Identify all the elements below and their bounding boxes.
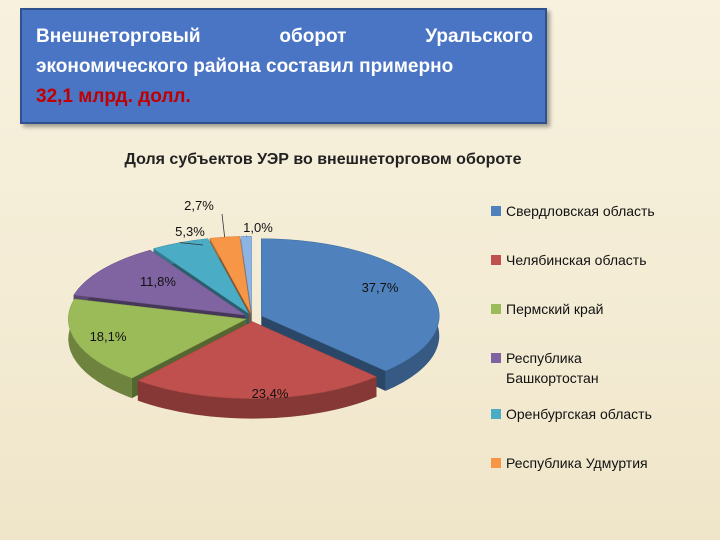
pie-slice xyxy=(261,238,440,372)
legend-swatch xyxy=(491,353,501,363)
pie-slices xyxy=(68,235,440,399)
legend-label: Пермский край xyxy=(506,301,603,317)
legend-swatch xyxy=(491,206,501,216)
legend-swatch xyxy=(491,409,501,419)
data-label: 23,4% xyxy=(252,386,289,401)
header-highlight-total: 32,1 млрд. долл. xyxy=(36,86,191,107)
pie-slice xyxy=(68,298,248,379)
data-label: 11,8% xyxy=(140,274,176,289)
header-box: Внешнеторговый оборот Уральского экономи… xyxy=(20,8,547,124)
header-line-2: экономического района составил примерно xyxy=(36,56,454,77)
legend-swatch xyxy=(491,458,501,468)
legend: Свердловская область Челябинская область П… xyxy=(491,203,655,471)
legend-label: Оренбургская область xyxy=(506,406,652,422)
legend-label: Свердловская область xyxy=(506,203,655,219)
leader-line xyxy=(221,213,226,238)
pie-slice xyxy=(73,249,246,316)
data-labels: 37,7% 23,4% 18,1% 11,8% 5,3% 2,7% 1,0% xyxy=(90,198,399,401)
pie-slice xyxy=(209,236,252,314)
legend-label: Республика Удмуртия xyxy=(506,455,648,471)
data-label: 5,3% xyxy=(175,224,205,239)
legend-swatch xyxy=(491,304,501,314)
chart-title: Доля субъектов УЭР во внешнеторговом обо… xyxy=(125,151,522,168)
data-label: 2,7% xyxy=(184,198,214,213)
pie-slice xyxy=(137,321,378,399)
header-word: оборот xyxy=(279,26,347,47)
leader-lines xyxy=(179,213,248,246)
slice-rim xyxy=(137,376,377,419)
legend-label: Башкортостан xyxy=(506,370,599,386)
header-line-1: Внешнеторговый оборот Уральского xyxy=(36,22,533,52)
header-word: Внешнеторговый xyxy=(36,26,201,47)
legend-swatch xyxy=(491,255,501,265)
data-label: 1,0% xyxy=(243,220,273,235)
leader-line xyxy=(179,242,204,246)
header-word: Уральского xyxy=(425,26,533,47)
data-label: 18,1% xyxy=(90,329,127,344)
legend-label: Республика xyxy=(506,350,582,366)
slice-rim xyxy=(68,298,132,399)
data-label: 37,7% xyxy=(362,280,399,295)
legend-label: Челябинская область xyxy=(506,252,647,268)
